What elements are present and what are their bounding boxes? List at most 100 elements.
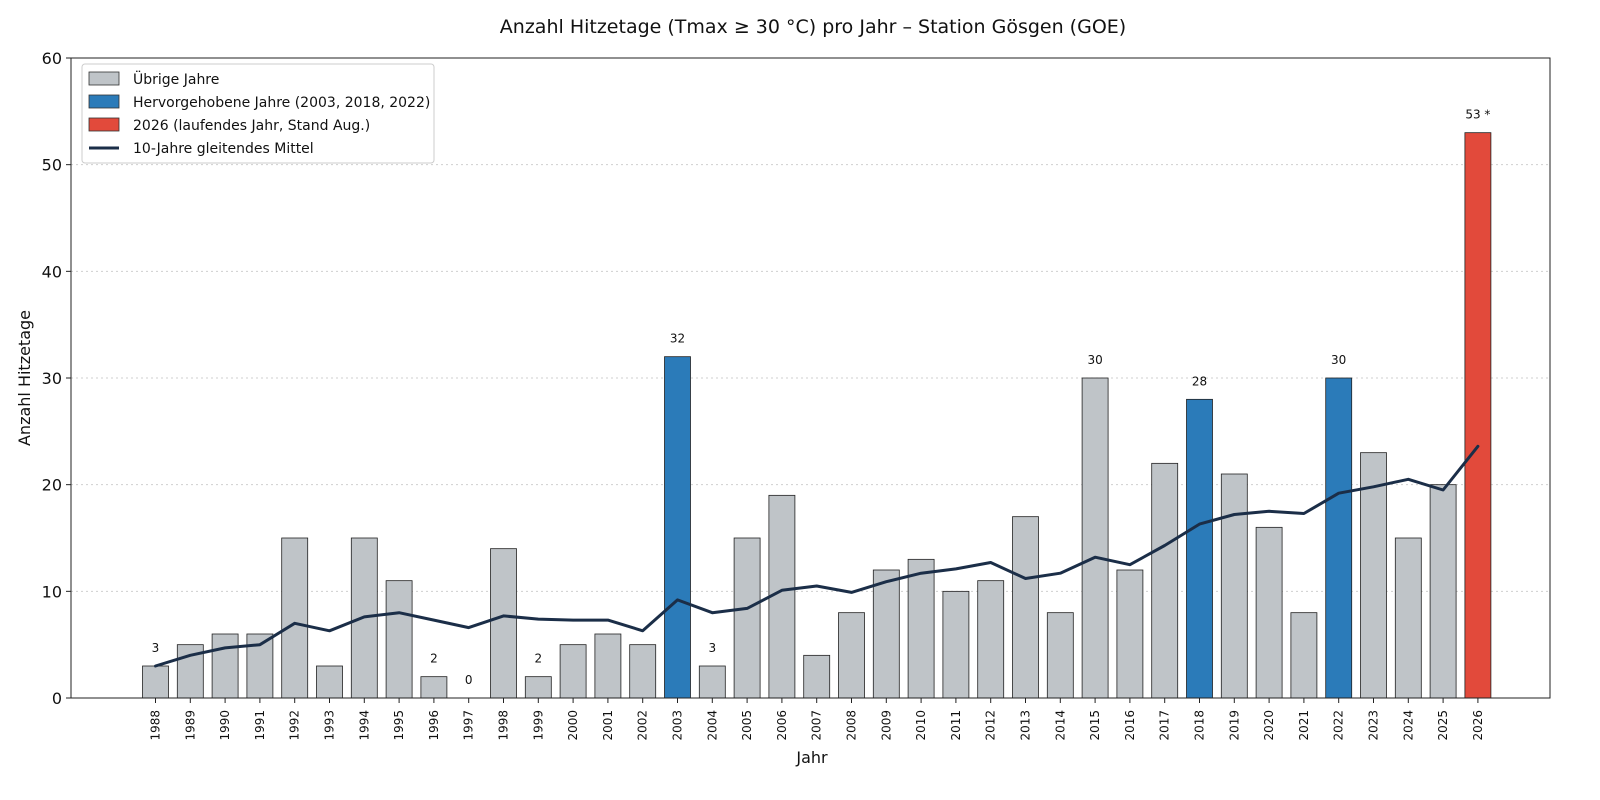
x-tick-label-2022: 2022 <box>1332 710 1346 741</box>
x-tick-label-2004: 2004 <box>705 710 719 741</box>
y-tick-label: 50 <box>42 156 62 175</box>
bar-2022 <box>1325 377 1353 699</box>
bar-1999 <box>524 676 552 699</box>
y-axis-title: Anzahl Hitzetage <box>15 310 34 446</box>
x-axis: 1988 1989 1990 1991 1992 1993 1994 1995 1996 1997… <box>149 698 1485 741</box>
bar-2007 <box>803 654 831 699</box>
bar-2015 <box>1081 377 1109 699</box>
data-label-1988: 3 <box>152 641 160 655</box>
bar-2017 <box>1151 462 1179 699</box>
y-tick-label: 0 <box>52 689 62 708</box>
bar-2012 <box>977 580 1005 699</box>
x-tick-label-1989: 1989 <box>183 710 197 741</box>
x-tick-label-1993: 1993 <box>323 710 337 741</box>
x-tick-label-2000: 2000 <box>566 710 580 741</box>
y-tick-label: 30 <box>42 369 62 388</box>
data-label-1996: 2 <box>430 652 438 666</box>
bar-2019 <box>1220 473 1248 699</box>
data-label-1999: 2 <box>534 652 542 666</box>
bar-2008 <box>838 612 865 699</box>
x-tick-label-2005: 2005 <box>740 710 754 741</box>
bar-1992 <box>281 537 309 699</box>
bar-1988 <box>142 665 169 699</box>
bar-2013 <box>1012 516 1039 699</box>
x-tick-label-1995: 1995 <box>392 710 406 741</box>
x-tick-label-2013: 2013 <box>1019 710 1033 741</box>
x-tick-label-2024: 2024 <box>1401 710 1415 741</box>
legend-swatch-other-years <box>88 71 120 86</box>
x-tick-label-2026: 2026 <box>1471 710 1485 741</box>
x-tick-label-2025: 2025 <box>1436 710 1450 741</box>
bar-1998 <box>490 548 517 699</box>
legend-swatch-current-year <box>88 117 120 132</box>
x-tick-label-1988: 1988 <box>149 710 163 741</box>
legend-label-other-years: Übrige Jahre <box>133 70 219 88</box>
x-tick-label-2007: 2007 <box>810 710 824 741</box>
bar-2002 <box>629 644 657 699</box>
x-tick-label-2012: 2012 <box>984 710 998 741</box>
bar-2003 <box>664 356 691 699</box>
y-tick-label: 10 <box>42 582 62 601</box>
data-label-2026: 53 * <box>1465 108 1490 122</box>
x-tick-label-2014: 2014 <box>1053 710 1067 741</box>
x-tick-label-1991: 1991 <box>253 710 267 741</box>
data-label-2004: 3 <box>708 641 716 655</box>
x-tick-label-2009: 2009 <box>879 710 893 741</box>
legend-swatch-highlighted-years <box>88 94 120 109</box>
x-tick-label-2002: 2002 <box>636 710 650 741</box>
x-tick-label-2023: 2023 <box>1367 710 1381 741</box>
data-label-2015: 30 <box>1087 353 1102 367</box>
x-tick-label-2017: 2017 <box>1158 710 1172 741</box>
legend: Übrige Jahre Hervorgehobene Jahre (2003,… <box>81 63 435 164</box>
bar-1993 <box>316 665 343 699</box>
bar-1990 <box>211 633 239 699</box>
moving-average-line <box>154 444 1480 668</box>
x-tick-label-2015: 2015 <box>1088 710 1102 741</box>
data-label-2022: 30 <box>1331 353 1346 367</box>
x-tick-label-2016: 2016 <box>1123 710 1137 741</box>
bar-1996 <box>420 676 448 699</box>
x-tick-label-2008: 2008 <box>845 710 859 741</box>
x-tick-label-1999: 1999 <box>531 710 545 741</box>
bar-2023 <box>1360 452 1387 699</box>
y-tick-label: 40 <box>42 262 62 281</box>
x-tick-label-2010: 2010 <box>914 710 928 741</box>
bar-1995 <box>385 580 413 699</box>
bar-2025 <box>1429 484 1457 699</box>
bar-2001 <box>594 633 622 699</box>
bar-2018 <box>1186 398 1213 699</box>
bar-2026 <box>1464 132 1492 699</box>
legend-label-highlighted-years: Hervorgehobene Jahre (2003, 2018, 2022) <box>133 95 430 111</box>
x-tick-label-1994: 1994 <box>357 710 371 741</box>
x-tick-label-2003: 2003 <box>671 710 685 741</box>
x-tick-label-1990: 1990 <box>218 710 232 741</box>
x-tick-label-2011: 2011 <box>949 710 963 741</box>
grid <box>71 164 1550 592</box>
chart-title: Anzahl Hitzetage (Tmax ≥ 30 °C) pro Jahr… <box>500 16 1126 38</box>
bar-2009 <box>872 569 900 699</box>
x-tick-label-2001: 2001 <box>601 710 615 741</box>
moving-average-polyline <box>154 444 1480 668</box>
y-tick-label: 20 <box>42 476 62 495</box>
legend-label-current-year: 2026 (laufendes Jahr, Stand Aug.) <box>133 118 370 134</box>
y-tick-label: 60 <box>42 49 62 68</box>
bar-2016 <box>1116 569 1144 699</box>
bar-2010 <box>907 558 935 699</box>
bar-2021 <box>1290 612 1318 699</box>
x-tick-label-2019: 2019 <box>1227 710 1241 741</box>
x-tick-label-1996: 1996 <box>427 710 441 741</box>
x-tick-label-1997: 1997 <box>462 710 476 741</box>
bar-2000 <box>559 644 587 699</box>
data-label-2018: 28 <box>1192 374 1207 388</box>
x-tick-label-2018: 2018 <box>1193 710 1207 741</box>
bar-2004 <box>698 665 726 699</box>
bar-2005 <box>733 537 761 699</box>
bar-2014 <box>1046 612 1074 699</box>
x-tick-label-2020: 2020 <box>1262 710 1276 741</box>
bar-2011 <box>942 590 970 699</box>
legend-box <box>81 63 435 164</box>
x-tick-label-1998: 1998 <box>497 710 511 741</box>
x-axis-title: Jahr <box>795 748 828 767</box>
